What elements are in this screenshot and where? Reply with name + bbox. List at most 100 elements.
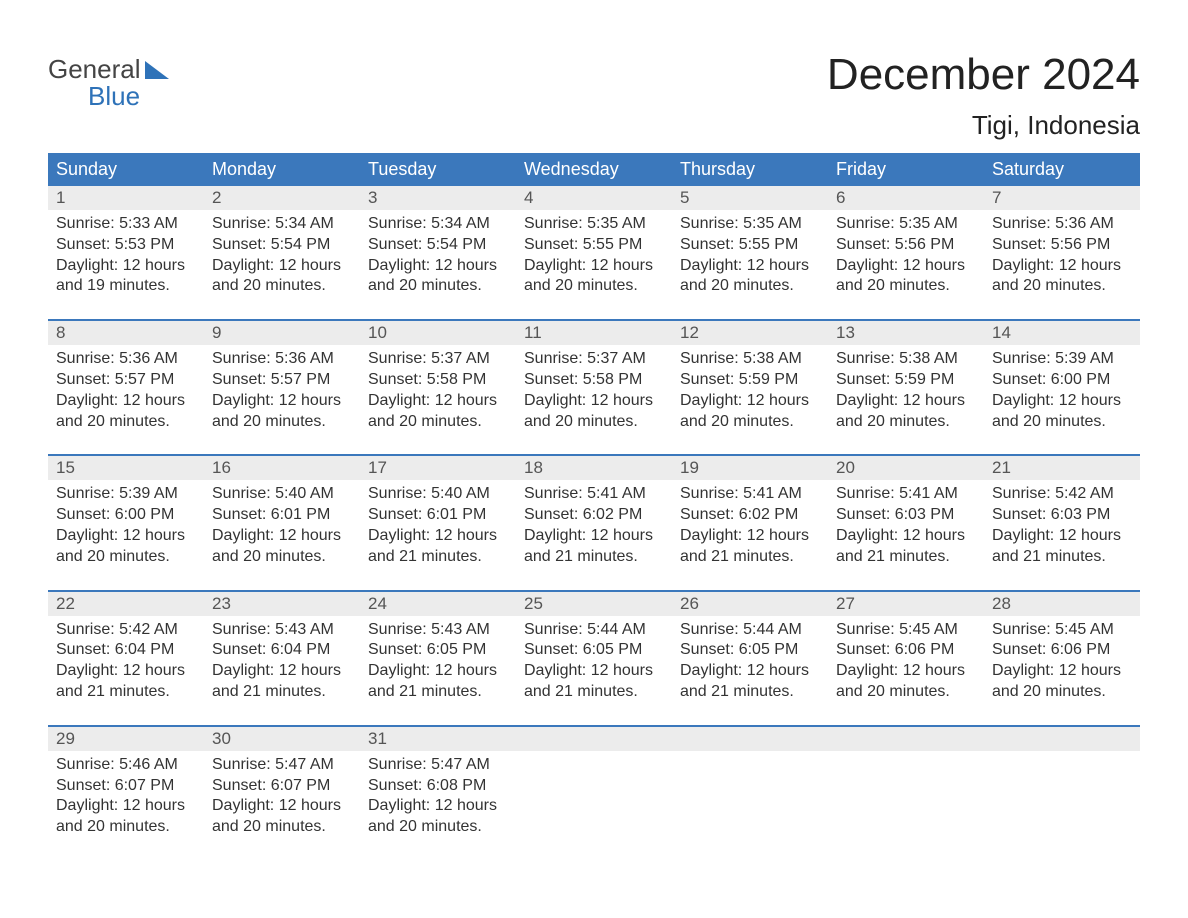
sunrise-text: Sunrise: 5:38 AM [836,349,976,370]
daylight-line1: Daylight: 12 hours [524,661,664,682]
sunset-text: Sunset: 5:53 PM [56,235,196,256]
sunrise-text: Sunrise: 5:35 AM [836,214,976,235]
sunrise-text: Sunrise: 5:38 AM [680,349,820,370]
sunset-text: Sunset: 5:59 PM [680,370,820,391]
sunrise-text: Sunrise: 5:37 AM [368,349,508,370]
daylight-line2: and 20 minutes. [992,412,1132,433]
sunrise-text: Sunrise: 5:43 AM [368,620,508,641]
day-details: Sunrise: 5:41 AMSunset: 6:03 PMDaylight:… [828,480,984,589]
day-number: 31 [360,727,516,751]
day-details: Sunrise: 5:44 AMSunset: 6:05 PMDaylight:… [672,616,828,725]
sunrise-text: Sunrise: 5:40 AM [212,484,352,505]
sunrise-text: Sunrise: 5:46 AM [56,755,196,776]
daylight-line2: and 20 minutes. [524,276,664,297]
calendar-cell: 12Sunrise: 5:38 AMSunset: 5:59 PMDayligh… [672,320,828,455]
calendar-cell: 22Sunrise: 5:42 AMSunset: 6:04 PMDayligh… [48,591,204,726]
month-title: December 2024 [827,50,1140,100]
sunset-text: Sunset: 5:58 PM [524,370,664,391]
sunset-text: Sunset: 6:02 PM [680,505,820,526]
sunset-text: Sunset: 5:54 PM [212,235,352,256]
calendar-week-row: 8Sunrise: 5:36 AMSunset: 5:57 PMDaylight… [48,320,1140,455]
sunrise-text: Sunrise: 5:44 AM [680,620,820,641]
calendar-week-row: 29 Sunrise: 5:46 AM Sunset: 6:07 PMDayligh… [48,726,1140,860]
day-number-empty [828,727,984,751]
daylight-line2: and 21 minutes. [836,547,976,568]
day-details: Sunrise: 5:33 AMSunset: 5:53 PMDaylight:… [48,210,204,319]
day-details: Sunrise: 5:42 AMSunset: 6:04 PMDaylight:… [48,616,204,725]
sunrise-text: Sunrise: 5:36 AM [56,349,196,370]
day-details: Sunrise: 5:36 AMSunset: 5:57 PMDaylight:… [48,345,204,454]
day-details: Sunrise: 5:36 AMSunset: 5:57 PMDaylight:… [204,345,360,454]
weekday-header-row: Sunday Monday Tuesday Wednesday Thursday… [48,153,1140,186]
sunrise-text: Sunrise: 5:40 AM [368,484,508,505]
day-number-empty [516,727,672,751]
sunrise-text: Sunrise: 5:44 AM [524,620,664,641]
sunset-text: Sunset: 5:55 PM [524,235,664,256]
daylight-line1: Daylight: 12 hours [836,661,976,682]
day-number: 3 [360,186,516,210]
sunrise-text: Sunrise: 5:41 AM [680,484,820,505]
sunrise-text: Sunrise: 5:35 AM [680,214,820,235]
sunrise-text: Sunrise: 5:43 AM [212,620,352,641]
sunrise-text: Sunrise: 5:42 AM [56,620,196,641]
day-number: 2 [204,186,360,210]
calendar-cell: 25Sunrise: 5:44 AMSunset: 6:05 PMDayligh… [516,591,672,726]
location-label: Tigi, Indonesia [827,110,1140,141]
weekday-header: Wednesday [516,153,672,186]
day-number: 13 [828,321,984,345]
daylight-line2: and 20 minutes. [212,412,352,433]
day-details: Sunrise: 5:45 AMSunset: 6:06 PMDaylight:… [828,616,984,725]
calendar-cell: 20Sunrise: 5:41 AMSunset: 6:03 PMDayligh… [828,455,984,590]
day-number: 6 [828,186,984,210]
daylight-line1: Daylight: 12 hours [992,391,1132,412]
daylight-line1: Daylight: 12 hours [368,661,508,682]
sunrise-text: Sunrise: 5:41 AM [836,484,976,505]
sunset-text: Sunset: 6:00 PM [992,370,1132,391]
sunset-text: Sunset: 6:05 PM [524,640,664,661]
daylight-line2: and 20 minutes. [212,547,352,568]
daylight-line1: Daylight: 12 hours [992,661,1132,682]
daylight-line1: Daylight: 12 hours [368,526,508,547]
day-number: 29 [48,727,204,751]
sunrise-text: Sunrise: 5:45 AM [836,620,976,641]
daylight-line2: and 20 minutes. [836,412,976,433]
day-details: Sunrise: 5:45 AMSunset: 6:06 PMDaylight:… [984,616,1140,725]
sunrise-text: Sunrise: 5:37 AM [524,349,664,370]
sunset-text: Sunset: 6:07 PM [212,776,352,797]
sunrise-text: Sunrise: 5:36 AM [212,349,352,370]
daylight-line1: Daylight: 12 hours [212,391,352,412]
calendar-week-row: 15Sunrise: 5:39 AMSunset: 6:00 PMDayligh… [48,455,1140,590]
day-number: 16 [204,456,360,480]
weekday-header: Monday [204,153,360,186]
daylight-line1: Daylight: 12 hours [56,526,196,547]
day-details: Sunrise: 5:35 AMSunset: 5:55 PMDaylight:… [672,210,828,319]
day-details: Sunrise: 5:38 AMSunset: 5:59 PMDaylight:… [828,345,984,454]
sunset-text: Sunset: 5:55 PM [680,235,820,256]
daylight-line2: and 20 minutes. [368,412,508,433]
day-number: 5 [672,186,828,210]
daylight-line1: Daylight: 12 hours [212,796,352,817]
sunrise-text: Sunrise: 5:39 AM [992,349,1132,370]
sunset-text: Sunset: 5:56 PM [836,235,976,256]
calendar-cell: 9Sunrise: 5:36 AMSunset: 5:57 PMDaylight… [204,320,360,455]
day-details-empty [672,751,828,777]
day-number: 8 [48,321,204,345]
calendar-cell: 19Sunrise: 5:41 AMSunset: 6:02 PMDayligh… [672,455,828,590]
daylight-line1: Daylight: 12 hours [680,661,820,682]
daylight-line2: and 20 minutes. [56,817,196,838]
sunset-text: Sunset: 5:59 PM [836,370,976,391]
daylight-line2: and 21 minutes. [524,682,664,703]
day-details: Sunrise: 5:39 AMSunset: 6:00 PMDaylight:… [48,480,204,589]
calendar-cell: 24Sunrise: 5:43 AMSunset: 6:05 PMDayligh… [360,591,516,726]
calendar-cell: 6Sunrise: 5:35 AMSunset: 5:56 PMDaylight… [828,186,984,320]
daylight-line2: and 20 minutes. [992,276,1132,297]
day-details: Sunrise: 5:43 AMSunset: 6:04 PMDaylight:… [204,616,360,725]
day-details-empty [984,751,1140,777]
sunrise-text: Sunrise: 5:34 AM [368,214,508,235]
weekday-header: Sunday [48,153,204,186]
daylight-line2: and 20 minutes. [56,547,196,568]
day-number-empty [984,727,1140,751]
sunset-text: Sunset: 6:03 PM [992,505,1132,526]
day-details-empty [516,751,672,777]
day-number: 14 [984,321,1140,345]
